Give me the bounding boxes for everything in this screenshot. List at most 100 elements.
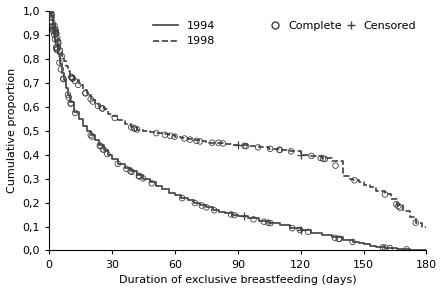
Point: [403, 247, 410, 252]
Point: [87, 97, 94, 101]
Point: [153, 131, 160, 135]
Point: [317, 156, 324, 160]
Point: [336, 237, 343, 241]
Point: [51, 33, 58, 37]
Point: [219, 141, 226, 146]
Point: [55, 41, 62, 46]
Point: [136, 174, 143, 179]
Point: [250, 217, 257, 222]
Point: [55, 39, 62, 44]
Point: [48, 11, 55, 15]
Point: [381, 245, 388, 250]
Point: [297, 152, 304, 157]
Point: [332, 163, 339, 168]
Point: [123, 166, 130, 171]
Point: [412, 220, 419, 225]
Point: [68, 75, 75, 79]
Point: [52, 27, 59, 32]
Point: [191, 201, 198, 205]
Point: [128, 170, 135, 174]
Point: [53, 45, 60, 50]
Point: [241, 213, 248, 218]
Point: [95, 104, 102, 108]
X-axis label: Duration of exclusive breastfeeding (days): Duration of exclusive breastfeeding (day…: [119, 275, 357, 285]
Point: [215, 140, 222, 145]
Legend: Complete, Censored: Complete, Censored: [266, 17, 421, 35]
Point: [104, 152, 111, 157]
Point: [265, 220, 272, 225]
Point: [231, 213, 238, 218]
Point: [67, 101, 74, 106]
Point: [53, 46, 60, 50]
Y-axis label: Cumulative proportion: Cumulative proportion: [7, 68, 17, 193]
Point: [289, 226, 296, 230]
Point: [48, 20, 56, 24]
Point: [69, 76, 76, 81]
Point: [47, 10, 54, 14]
Point: [210, 208, 218, 213]
Point: [52, 29, 59, 34]
Point: [196, 139, 203, 144]
Point: [50, 27, 57, 32]
Point: [203, 205, 210, 210]
Point: [393, 202, 400, 207]
Point: [267, 221, 274, 225]
Point: [386, 246, 393, 251]
Point: [131, 126, 138, 131]
Point: [54, 36, 61, 40]
Point: [89, 99, 96, 104]
Point: [321, 157, 329, 161]
Point: [99, 106, 106, 111]
Point: [71, 79, 78, 83]
Point: [335, 237, 342, 241]
Point: [96, 143, 103, 148]
Point: [48, 13, 55, 17]
Point: [186, 137, 194, 142]
Point: [276, 147, 283, 152]
Point: [134, 127, 141, 132]
Point: [87, 133, 94, 138]
Point: [135, 174, 143, 178]
Point: [181, 136, 188, 141]
Point: [297, 228, 304, 232]
Point: [60, 77, 67, 81]
Point: [305, 230, 312, 234]
Point: [49, 24, 56, 28]
Point: [67, 101, 74, 106]
Point: [52, 37, 59, 41]
Point: [57, 67, 64, 72]
Point: [128, 125, 135, 130]
Point: [135, 174, 143, 178]
Point: [178, 196, 186, 201]
Point: [131, 126, 138, 131]
Point: [99, 106, 106, 111]
Point: [209, 140, 216, 145]
Point: [88, 134, 95, 139]
Point: [381, 192, 388, 197]
Point: [171, 134, 178, 139]
Point: [319, 156, 326, 161]
Point: [100, 147, 107, 152]
Point: [100, 147, 107, 152]
Point: [65, 95, 72, 100]
Point: [68, 76, 75, 80]
Point: [148, 181, 155, 186]
Point: [198, 203, 205, 208]
Point: [296, 227, 303, 232]
Point: [266, 146, 274, 151]
Point: [241, 143, 248, 148]
Point: [53, 31, 60, 36]
Point: [228, 212, 235, 217]
Point: [51, 23, 58, 28]
Point: [50, 29, 57, 34]
Point: [254, 145, 262, 150]
Point: [234, 143, 242, 147]
Point: [114, 161, 121, 166]
Point: [193, 138, 200, 143]
Point: [56, 60, 63, 65]
Point: [349, 240, 356, 244]
Point: [56, 48, 63, 53]
Point: [379, 245, 386, 250]
Point: [331, 236, 338, 240]
Point: [395, 204, 402, 208]
